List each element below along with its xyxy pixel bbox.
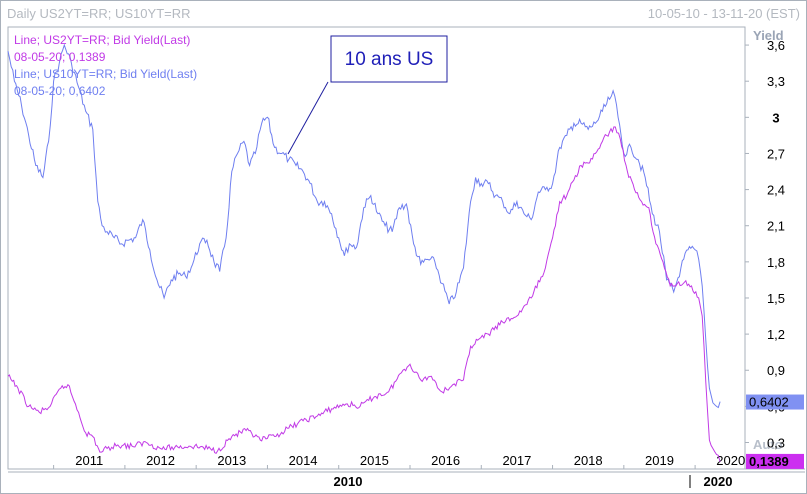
x-tick-label: 2019 (645, 453, 674, 468)
last-value-us10-text: 0,6402 (749, 395, 789, 410)
last-value-us10-bg (746, 394, 804, 410)
x-tick-label: 2017 (502, 453, 531, 468)
y-axis-title: Yield (753, 28, 784, 43)
decade-label-2020: 2020 (704, 474, 733, 489)
x-tick-label: 2018 (574, 453, 603, 468)
annotation-pointer (287, 81, 329, 155)
y-tick-label: 3,3 (767, 74, 785, 89)
x-tick-label: 2012 (146, 453, 175, 468)
x-tick-label: 2011 (75, 453, 103, 468)
y-tick-label: 2,1 (767, 219, 785, 234)
last-value-us2-bg (746, 453, 804, 469)
legend: Line; US2YT=RR; Bid Yield(Last) 08-05-20… (14, 33, 197, 98)
date-range: 10-05-10 - 13-11-20 (EST) (647, 6, 800, 21)
x-tick-label: 2020 (716, 453, 745, 468)
annotation-text: 10 ans US (345, 49, 434, 70)
legend-us10-name: Line; US10YT=RR; Bid Yield(Last) (14, 67, 197, 81)
y-tick-label: 2,4 (767, 183, 785, 198)
y-tick-label: 0,3 (767, 436, 785, 451)
legend-us2-name: Line; US2YT=RR; Bid Yield(Last) (14, 33, 190, 47)
last-value-us10: 0,6402 (746, 394, 804, 410)
x-tick-label: 2016 (431, 453, 460, 468)
series-line-us10 (7, 43, 721, 409)
legend-us10-value: 08-05-20; 0,6402 (14, 84, 106, 98)
y-tick-label: 1,5 (767, 291, 785, 306)
annotation-callout: 10 ans US (287, 35, 448, 155)
y-tick-label: 1,8 (767, 255, 785, 270)
y-tick-label: 3 (772, 110, 779, 125)
y-tick-label: 1,2 (767, 327, 785, 342)
last-value-us2-text: 0,1389 (749, 454, 789, 469)
y-tick-label: 3,6 (767, 38, 785, 53)
decade-label-2010: 2010 (334, 474, 363, 489)
plot-area-border (7, 26, 746, 470)
auto-scale-label: Auto (753, 437, 783, 452)
series-line-us2 (7, 126, 721, 462)
y-tick-label: 2,7 (767, 146, 785, 161)
y-tick-label: 0,9 (767, 363, 785, 378)
legend-us2-value: 08-05-20; 0,1389 (14, 50, 106, 64)
x-tick-label: 2015 (360, 453, 389, 468)
x-tick-label: 2013 (217, 453, 246, 468)
annotation-box (330, 35, 448, 83)
chart-title: Daily US2YT=RR; US10YT=RR (7, 6, 191, 21)
chart-title-bar: Daily US2YT=RR; US10YT=RR 10-05-10 - 13-… (1, 1, 806, 26)
last-value-us2: 0,1389 (746, 453, 804, 469)
x-tick-label: 2014 (289, 453, 318, 468)
